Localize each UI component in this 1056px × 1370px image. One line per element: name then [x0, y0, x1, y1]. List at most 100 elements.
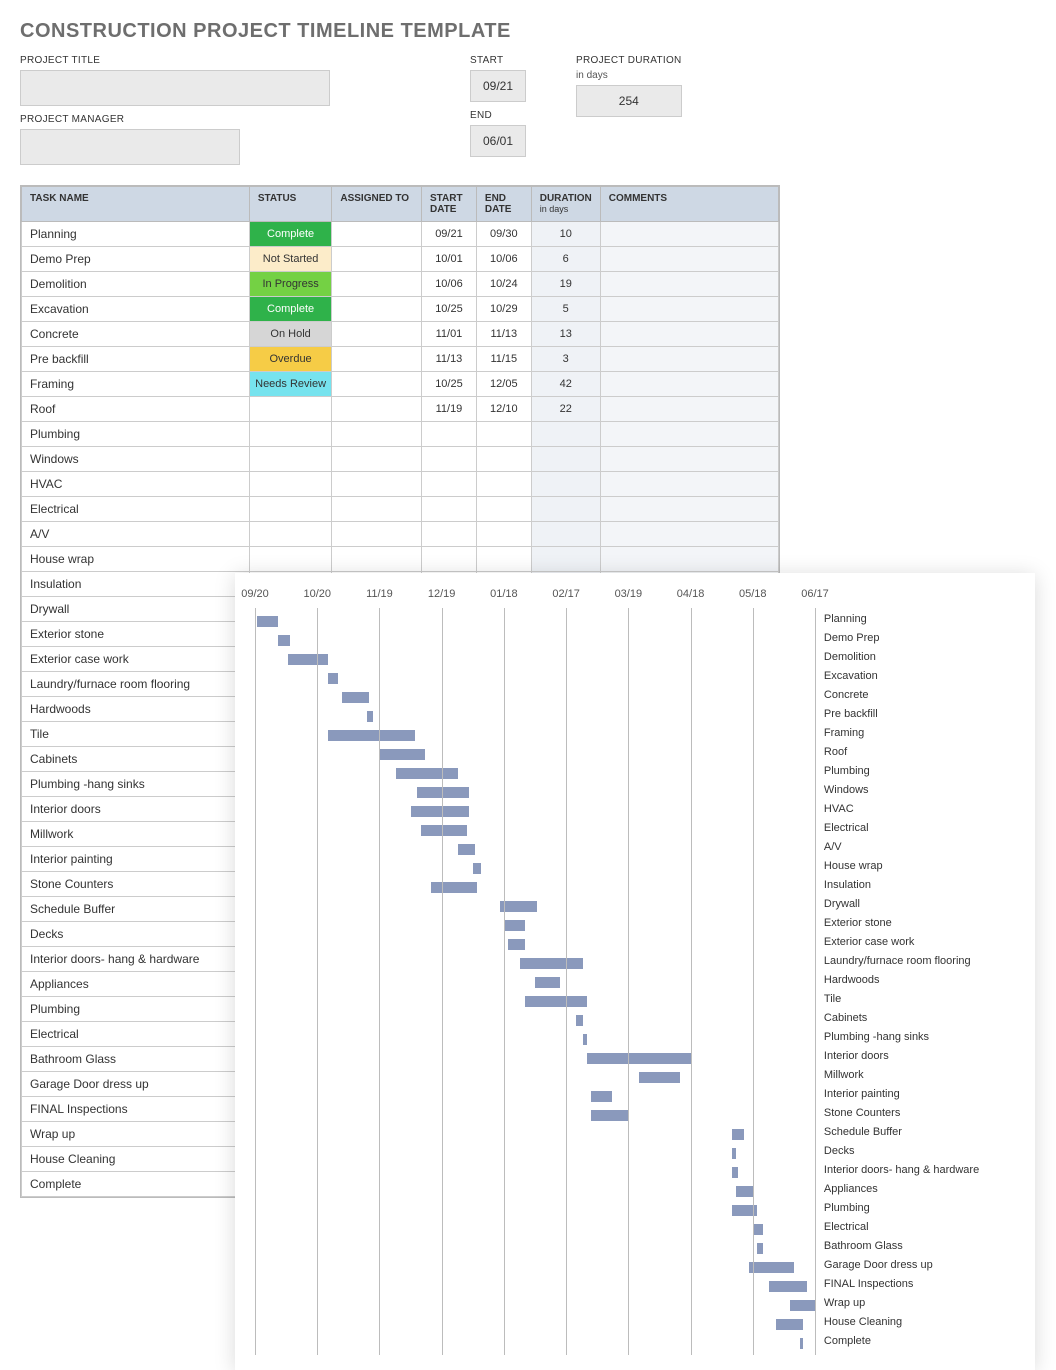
cell-status[interactable]	[249, 422, 332, 447]
cell-start[interactable]	[422, 447, 477, 472]
gantt-bar[interactable]	[749, 1262, 795, 1273]
cell-task[interactable]: Garage Door dress up	[22, 1072, 250, 1097]
gantt-bar[interactable]	[732, 1167, 738, 1178]
cell-task[interactable]: Millwork	[22, 822, 250, 847]
cell-start[interactable]	[422, 522, 477, 547]
gantt-bar[interactable]	[732, 1129, 744, 1140]
cell-task[interactable]: Exterior stone	[22, 622, 250, 647]
cell-assigned[interactable]	[332, 247, 422, 272]
cell-start[interactable]: 10/06	[422, 272, 477, 297]
cell-task[interactable]: Drywall	[22, 597, 250, 622]
cell-task[interactable]: Laundry/furnace room flooring	[22, 672, 250, 697]
cell-duration[interactable]: 19	[531, 272, 600, 297]
cell-start[interactable]: 10/25	[422, 372, 477, 397]
cell-comments[interactable]	[600, 522, 778, 547]
table-row[interactable]: Plumbing	[22, 422, 779, 447]
cell-task[interactable]: Interior painting	[22, 847, 250, 872]
gantt-bar[interactable]	[790, 1300, 815, 1311]
cell-assigned[interactable]	[332, 472, 422, 497]
cell-comments[interactable]	[600, 447, 778, 472]
cell-duration[interactable]: 13	[531, 322, 600, 347]
cell-duration[interactable]: 5	[531, 297, 600, 322]
table-row[interactable]: ConcreteOn Hold11/0111/1313	[22, 322, 779, 347]
cell-comments[interactable]	[600, 322, 778, 347]
cell-task[interactable]: Stone Counters	[22, 872, 250, 897]
cell-assigned[interactable]	[332, 222, 422, 247]
cell-assigned[interactable]	[332, 297, 422, 322]
cell-assigned[interactable]	[332, 397, 422, 422]
cell-task[interactable]: Electrical	[22, 1022, 250, 1047]
gantt-bar[interactable]	[757, 1243, 763, 1254]
cell-task[interactable]: House Cleaning	[22, 1147, 250, 1172]
cell-task[interactable]: Electrical	[22, 497, 250, 522]
cell-start[interactable]	[422, 497, 477, 522]
cell-comments[interactable]	[600, 297, 778, 322]
cell-assigned[interactable]	[332, 422, 422, 447]
cell-task[interactable]: Windows	[22, 447, 250, 472]
cell-task[interactable]: Cabinets	[22, 747, 250, 772]
gantt-bar[interactable]	[587, 1053, 691, 1064]
gantt-bar[interactable]	[342, 692, 369, 703]
gantt-bar[interactable]	[500, 901, 537, 912]
cell-start[interactable]: 11/19	[422, 397, 477, 422]
cell-comments[interactable]	[600, 372, 778, 397]
gantt-bar[interactable]	[328, 730, 415, 741]
cell-start[interactable]: 10/01	[422, 247, 477, 272]
gantt-bar[interactable]	[367, 711, 373, 722]
gantt-bar[interactable]	[396, 768, 458, 779]
cell-task[interactable]: Plumbing	[22, 422, 250, 447]
table-row[interactable]: DemolitionIn Progress10/0610/2419	[22, 272, 779, 297]
cell-task[interactable]: A/V	[22, 522, 250, 547]
cell-task[interactable]: Interior doors- hang & hardware	[22, 947, 250, 972]
gantt-bar[interactable]	[639, 1072, 680, 1083]
cell-status[interactable]: On Hold	[249, 322, 332, 347]
table-row[interactable]: House wrap	[22, 547, 779, 572]
gantt-bar[interactable]	[535, 977, 560, 988]
cell-end[interactable]: 10/24	[476, 272, 531, 297]
cell-comments[interactable]	[600, 422, 778, 447]
gantt-bar[interactable]	[576, 1015, 582, 1026]
gantt-bar[interactable]	[417, 787, 469, 798]
table-row[interactable]: HVAC	[22, 472, 779, 497]
cell-comments[interactable]	[600, 247, 778, 272]
cell-end[interactable]	[476, 422, 531, 447]
cell-assigned[interactable]	[332, 372, 422, 397]
cell-task[interactable]: Demo Prep	[22, 247, 250, 272]
cell-assigned[interactable]	[332, 322, 422, 347]
table-row[interactable]: PlanningComplete09/2109/3010	[22, 222, 779, 247]
table-row[interactable]: Demo PrepNot Started10/0110/066	[22, 247, 779, 272]
cell-duration[interactable]: 6	[531, 247, 600, 272]
gantt-bar[interactable]	[288, 654, 327, 665]
table-row[interactable]: A/V	[22, 522, 779, 547]
cell-assigned[interactable]	[332, 547, 422, 572]
cell-end[interactable]: 10/06	[476, 247, 531, 272]
gantt-bar[interactable]	[278, 635, 290, 646]
gantt-bar[interactable]	[508, 939, 525, 950]
cell-task[interactable]: Framing	[22, 372, 250, 397]
cell-end[interactable]: 11/13	[476, 322, 531, 347]
cell-start[interactable]	[422, 472, 477, 497]
cell-task[interactable]: HVAC	[22, 472, 250, 497]
cell-status[interactable]	[249, 447, 332, 472]
cell-task[interactable]: Tile	[22, 722, 250, 747]
cell-start[interactable]	[422, 547, 477, 572]
cell-comments[interactable]	[600, 397, 778, 422]
table-row[interactable]: Electrical	[22, 497, 779, 522]
cell-duration[interactable]: 22	[531, 397, 600, 422]
table-row[interactable]: FramingNeeds Review10/2512/0542	[22, 372, 779, 397]
gantt-bar[interactable]	[421, 825, 467, 836]
cell-start[interactable]: 09/21	[422, 222, 477, 247]
cell-duration[interactable]	[531, 472, 600, 497]
cell-end[interactable]: 10/29	[476, 297, 531, 322]
gantt-bar[interactable]	[379, 749, 425, 760]
gantt-bar[interactable]	[776, 1319, 803, 1330]
cell-duration[interactable]: 3	[531, 347, 600, 372]
project-manager-input[interactable]	[20, 129, 240, 165]
gantt-bar[interactable]	[328, 673, 338, 684]
cell-assigned[interactable]	[332, 497, 422, 522]
cell-assigned[interactable]	[332, 347, 422, 372]
cell-status[interactable]: Needs Review	[249, 372, 332, 397]
cell-status[interactable]	[249, 397, 332, 422]
end-value[interactable]: 06/01	[470, 125, 526, 157]
cell-status[interactable]: In Progress	[249, 272, 332, 297]
